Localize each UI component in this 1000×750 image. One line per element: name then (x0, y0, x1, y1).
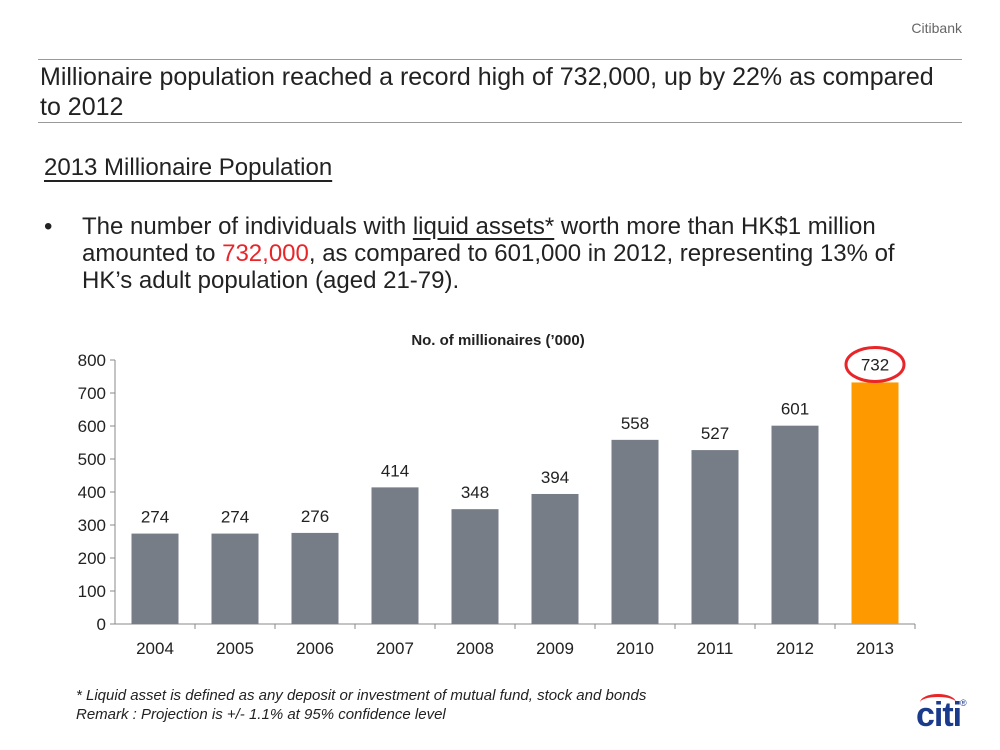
highlight-value: 732,000 (222, 240, 309, 267)
x-tick-label: 2004 (136, 639, 174, 658)
data-label-2009: 394 (541, 468, 569, 487)
x-tick-label: 2006 (296, 639, 334, 658)
headline: Millionaire population reached a record … (40, 63, 934, 121)
data-label-2007: 414 (381, 461, 409, 480)
top-rule (38, 59, 962, 60)
bar-2011 (691, 450, 739, 624)
y-tick-label: 200 (78, 549, 106, 568)
x-tick-label: 2012 (776, 639, 814, 658)
bar-2009 (531, 493, 579, 624)
y-tick-label: 0 (97, 615, 106, 634)
bullet-symbol: • (44, 213, 53, 240)
bar-2005 (211, 533, 259, 624)
highlight-circle (844, 345, 906, 383)
bottom-rule (38, 122, 962, 123)
bar-2004 (131, 533, 179, 624)
bar-2007 (371, 487, 419, 624)
bar-2013 (851, 382, 899, 624)
footnote-line-1: * Liquid asset is defined as any deposit… (76, 687, 647, 704)
y-tick-label: 700 (78, 384, 106, 403)
footnote: * Liquid asset is defined as any deposit… (76, 686, 646, 724)
data-label-2004: 274 (141, 508, 169, 527)
bar-2010 (611, 439, 659, 624)
data-label-2006: 276 (301, 507, 329, 526)
x-tick-label: 2005 (216, 639, 254, 658)
data-label-2010: 558 (621, 414, 649, 433)
data-label-2008: 348 (461, 483, 489, 502)
y-tick-label: 300 (78, 516, 106, 535)
x-tick-label: 2007 (376, 639, 414, 658)
y-tick-label: 800 (78, 351, 106, 370)
liquid-assets-term: liquid assets* (412, 213, 555, 240)
bullet-text-part3: , as compared to 601,000 in 2012, repres… (82, 240, 895, 294)
section-title: 2013 Millionaire Population (44, 154, 333, 181)
millionaires-bar-chart: No. of millionaires (’000) 0 100 200 300 400 5… (78, 332, 916, 658)
bar-2012 (771, 425, 819, 624)
data-label-2012: 601 (781, 400, 809, 419)
data-label-2011: 527 (701, 424, 729, 443)
chart-title: No. of millionaires (’000) (411, 332, 584, 349)
data-label-2013: 732 (861, 355, 889, 374)
bullet-text-part1: The number of individuals with (82, 213, 413, 240)
citi-logo-arc-icon (920, 694, 956, 711)
bullet-point: • The number of individuals with liquid … (44, 213, 944, 294)
x-tick-label: 2008 (456, 639, 494, 658)
y-tick-label: 600 (78, 417, 106, 436)
x-tick-label: 2010 (616, 639, 654, 658)
y-tick-label: 100 (78, 582, 106, 601)
brand-name: Citibank (911, 20, 962, 36)
citi-logo: citi (916, 696, 962, 734)
x-tick-label: 2009 (536, 639, 574, 658)
x-tick-label: 2013 (856, 639, 894, 658)
bar-2008 (451, 509, 499, 624)
data-label-2005: 274 (221, 508, 249, 527)
registered-mark: ® (960, 698, 967, 708)
bullet-text-part2: worth more than HK$1 million amounted to (82, 213, 876, 267)
y-tick-label: 500 (78, 450, 106, 469)
x-tick-label: 2011 (697, 639, 734, 658)
footnote-line-2: Remark : Projection is +/- 1.1% at 95% c… (76, 706, 446, 723)
y-tick-label: 400 (78, 483, 106, 502)
bar-2006 (291, 532, 339, 624)
bullet-text: The number of individuals with liquid as… (82, 213, 944, 294)
